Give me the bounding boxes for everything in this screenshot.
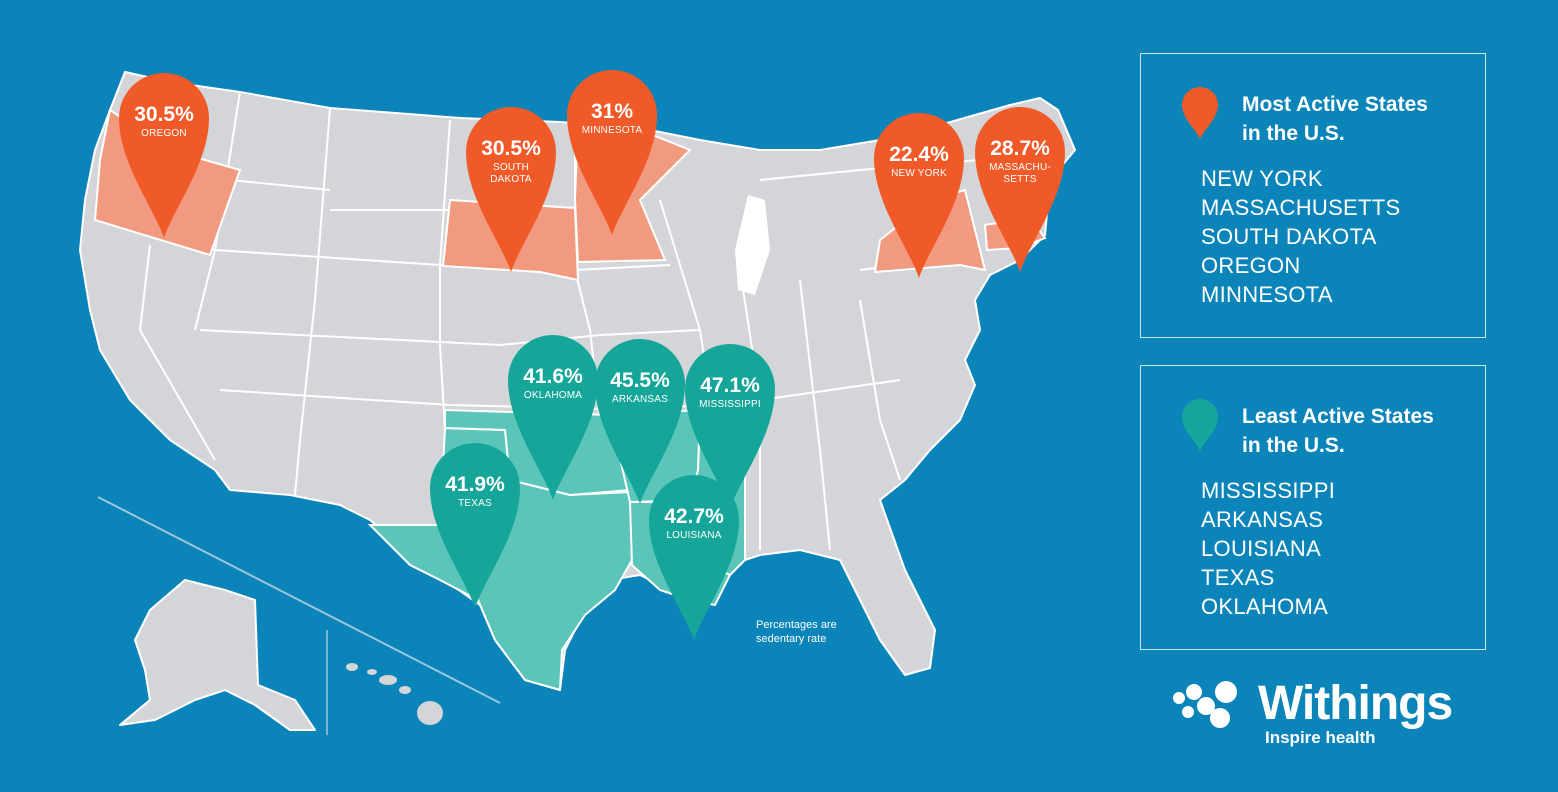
brand-tagline: Inspire health [1265,728,1376,747]
pin-label: MASSACHU- [989,162,1051,173]
note-line-2: sedentary rate [756,633,826,645]
pin-value: 28.7% [990,137,1050,160]
list-item: LOUISIANA [1201,536,1322,561]
pin-label: LOUISIANA [666,530,721,541]
legend-most-title-line1: Most Active States [1242,93,1428,116]
list-item: SOUTH DAKOTA [1201,224,1377,249]
orange-pin-icon [1182,87,1218,139]
pin-value: 47.1% [700,374,760,397]
legend-least-title-line2: in the U.S. [1242,434,1345,457]
pin-label: OREGON [141,128,187,139]
map-pin-icon [508,335,598,500]
legend-most-title-line2: in the U.S. [1242,122,1345,145]
legend-least-title-line1: Least Active States [1242,405,1434,428]
list-item: MISSISSIPPI [1201,478,1336,503]
list-item: ARKANSAS [1201,507,1324,532]
pin-value: 41.9% [445,473,505,496]
map-pin-icon [595,339,685,504]
map-pin-icon [975,107,1065,272]
pin-label: SOUTH [493,162,529,173]
map-pin-icon [430,443,520,608]
pin-value: 45.5% [610,369,670,392]
brand-name: Withings [1258,677,1453,730]
map-pin-icon [567,70,657,235]
legend-least-title: Least Active States in the U.S. [1242,402,1434,460]
pin-value: 30.5% [134,103,194,126]
mississippi-pin: 47.1% MISSISSIPPI [685,344,775,509]
legend-most-title: Most Active States in the U.S. [1242,90,1428,148]
list-item: OKLAHOMA [1201,594,1329,619]
oregon-pin: 30.5% OREGON [119,73,209,238]
note-line-1: Percentages are [756,619,837,631]
alaska-divider [97,496,501,704]
map-pin-icon [874,113,964,278]
list-item: TEXAS [1201,565,1275,590]
legend-least-list: MISSISSIPPI ARKANSAS LOUISIANA TEXAS OKL… [1201,476,1335,621]
pin-value: 42.7% [664,505,724,528]
pin-label: ARKANSAS [612,394,668,405]
pin-value: 41.6% [523,365,583,388]
list-item: NEW YORK [1201,166,1323,191]
pin-label: DAKOTA [490,174,532,185]
pin-label: TEXAS [458,498,492,509]
pin-value: 30.5% [481,137,541,160]
withings-logo-icon [1173,681,1237,728]
legend-most-active: Most Active States in the U.S. NEW YORK … [1140,53,1486,338]
legend-least-active: Least Active States in the U.S. MISSISSI… [1140,365,1486,650]
list-item: MINNESOTA [1201,282,1333,307]
massachusetts-pin: 28.7% MASSACHU-SETTS [975,107,1065,272]
new-york-pin: 22.4% NEW YORK [874,113,964,278]
map-pin-icon [119,73,209,238]
map-pin-icon [466,107,556,272]
list-item: MASSACHUSETTS [1201,195,1401,220]
pin-label: NEW YORK [891,168,947,179]
hawaii-shape [346,663,443,725]
pin-label: MISSISSIPPI [699,399,761,410]
louisiana-pin: 42.7% LOUISIANA [649,475,739,640]
pin-value: 31% [591,100,633,123]
teal-pin-icon [1182,399,1218,451]
map-pin-icon [649,475,739,640]
pin-label: MINNESOTA [582,125,643,136]
arkansas-pin: 45.5% ARKANSAS [595,339,685,504]
lake-michigan [735,195,770,295]
texas-pin: 41.9% TEXAS [430,443,520,608]
alaska-shape [119,579,316,731]
map-pin-icon [685,344,775,509]
oklahoma-pin: 41.6% OKLAHOMA [508,335,598,500]
pin-label: OKLAHOMA [524,390,582,401]
minnesota-pin: 31% MINNESOTA [567,70,657,235]
pin-value: 22.4% [889,143,949,166]
legend-most-list: NEW YORK MASSACHUSETTS SOUTH DAKOTA OREG… [1201,164,1400,309]
list-item: OREGON [1201,253,1301,278]
pin-label: SETTS [1003,174,1036,185]
withings-brand: Withings Inspire health [1172,676,1472,756]
